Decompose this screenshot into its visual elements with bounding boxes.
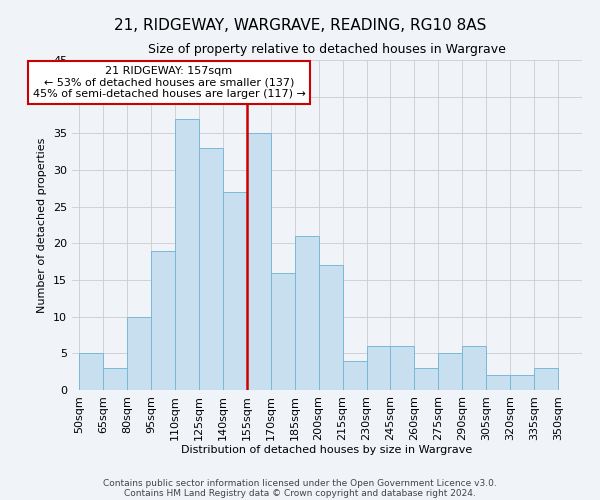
Bar: [486, 376, 510, 390]
Y-axis label: Number of detached properties: Number of detached properties: [37, 138, 47, 312]
Bar: [103, 368, 127, 390]
Bar: [127, 316, 151, 390]
Bar: [295, 236, 319, 390]
Bar: [199, 148, 223, 390]
Bar: [223, 192, 247, 390]
Bar: [510, 376, 534, 390]
Bar: [534, 368, 558, 390]
Bar: [151, 250, 175, 390]
Text: 21, RIDGEWAY, WARGRAVE, READING, RG10 8AS: 21, RIDGEWAY, WARGRAVE, READING, RG10 8A…: [114, 18, 486, 32]
Bar: [439, 354, 462, 390]
Text: Contains HM Land Registry data © Crown copyright and database right 2024.: Contains HM Land Registry data © Crown c…: [124, 488, 476, 498]
Bar: [367, 346, 391, 390]
X-axis label: Distribution of detached houses by size in Wargrave: Distribution of detached houses by size …: [181, 446, 473, 456]
Title: Size of property relative to detached houses in Wargrave: Size of property relative to detached ho…: [148, 43, 506, 56]
Bar: [247, 134, 271, 390]
Bar: [319, 266, 343, 390]
Bar: [271, 272, 295, 390]
Bar: [391, 346, 415, 390]
Bar: [79, 354, 103, 390]
Bar: [462, 346, 486, 390]
Bar: [175, 118, 199, 390]
Bar: [343, 360, 367, 390]
Text: 21 RIDGEWAY: 157sqm
← 53% of detached houses are smaller (137)
45% of semi-detac: 21 RIDGEWAY: 157sqm ← 53% of detached ho…: [32, 66, 305, 99]
Bar: [415, 368, 439, 390]
Text: Contains public sector information licensed under the Open Government Licence v3: Contains public sector information licen…: [103, 478, 497, 488]
